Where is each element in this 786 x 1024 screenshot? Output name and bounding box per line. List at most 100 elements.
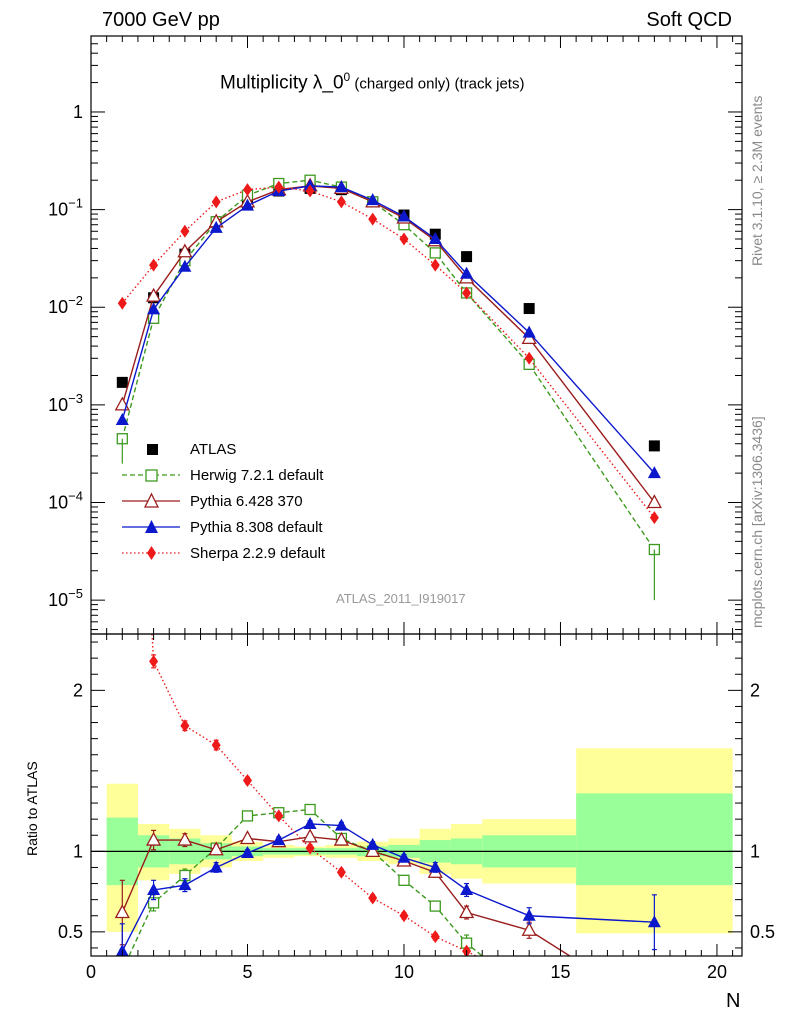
legend-item-pythia6: Pythia 6.428 370	[120, 488, 325, 514]
main-point-pythia-3	[366, 193, 380, 206]
main-point-atlas-0	[116, 376, 128, 388]
main-point-herwig-1	[429, 247, 441, 259]
ratio-point-pythia-1	[208, 841, 224, 856]
ratio-point-sherpa-3	[180, 719, 190, 733]
legend-label-pythia6: Pythia 6.428 370	[190, 492, 303, 510]
legend-label-sherpa: Sherpa 2.2.9 default	[190, 544, 326, 562]
main-point-sherpa-4	[305, 184, 315, 198]
main-point-pythia-3	[397, 209, 411, 222]
y-tick-label-base: 10	[48, 297, 68, 317]
legend-item-atlas: ATLAS	[120, 436, 325, 462]
ratio-point-pythia-2	[647, 915, 661, 928]
main-point-sherpa-4	[117, 296, 127, 310]
ratio-line-sherpa-3	[151, 634, 477, 956]
legend-label-atlas: ATLAS	[190, 440, 237, 458]
main-point-sherpa-4	[399, 232, 409, 246]
main-line-herwig-1	[121, 179, 655, 550]
ratio-point-sherpa-3	[211, 738, 221, 752]
y-tick-label: 10−3	[48, 391, 83, 415]
y-tick-label-base: 10	[48, 493, 68, 513]
main-line-pythia-3	[121, 185, 655, 474]
ratio-point-pythia-1	[239, 830, 256, 845]
main-point-sherpa-4	[649, 511, 659, 525]
main-point-pythia-2	[146, 287, 162, 302]
y-tick-label-base: 10	[48, 590, 68, 610]
analysis-category-label: Soft QCD	[646, 9, 732, 31]
ratio-point-pythia-2	[397, 850, 411, 863]
main-point-sherpa-4	[149, 258, 159, 272]
ratio-point-herwig-0	[241, 810, 254, 822]
ratio-y-tick-label-right: 0.5	[750, 922, 775, 942]
x-tick-label: 10	[394, 962, 414, 982]
main-point-pythia-3	[460, 266, 474, 279]
y-tick-label-exponent: −2	[68, 293, 83, 308]
x-tick-label: 15	[550, 962, 570, 982]
main-point-sherpa-4	[524, 351, 534, 365]
ratio-point-sherpa-3	[368, 891, 378, 905]
main-point-sherpa-4	[180, 224, 190, 238]
legend-symbol-atlas	[147, 444, 158, 455]
ratio-y-tick-label: 2	[73, 680, 83, 700]
ratio-point-herwig-0	[429, 900, 441, 912]
legend-item-sherpa: Sherpa 2.2.9 default	[120, 540, 325, 566]
legend-symbol-sherpa	[122, 546, 180, 560]
ratio-panel-series	[114, 634, 661, 956]
ratio-point-pythia-2	[303, 816, 317, 829]
ratio-point-sherpa-3	[399, 909, 409, 923]
main-point-atlas-0	[648, 440, 660, 452]
legend: ATLAS Herwig 7.2.1 default Pythia 6.428 …	[120, 436, 325, 566]
main-point-atlas-0	[461, 251, 473, 263]
y-tick-label-base: 1	[73, 102, 83, 122]
main-point-pythia-3	[178, 259, 192, 272]
y-tick-label-base: 10	[48, 200, 68, 220]
x-tick-label: 5	[242, 962, 252, 982]
ratio-point-herwig-0	[304, 803, 316, 816]
main-point-pythia-3	[209, 220, 223, 233]
ratio-y-tick-label: 1	[73, 841, 83, 861]
main-point-pythia-2	[646, 494, 662, 509]
main-point-atlas-0	[523, 303, 535, 315]
ratio-point-pythia-2	[460, 882, 474, 895]
x-tick-label: 0	[86, 962, 96, 982]
ratio-point-pythia-1	[146, 831, 162, 846]
rivet-version-label: Rivet 3.1.10, ≥ 2.3M events	[749, 95, 765, 266]
main-point-sherpa-4	[242, 183, 252, 197]
ratio-y-axis-label: Ratio to ATLAS	[24, 761, 40, 856]
ratio-point-pythia-2	[178, 878, 192, 891]
main-point-pythia-3	[240, 198, 254, 211]
main-point-sherpa-4	[336, 195, 346, 209]
main-point-pythia-3	[647, 466, 661, 479]
legend-symbol-pythia8	[122, 520, 180, 533]
ratio-y-tick-label-right: 1	[750, 841, 760, 861]
ratio-point-pythia-2	[334, 818, 348, 831]
main-point-pythia-3	[334, 180, 348, 193]
y-tick-label-base: 10	[48, 395, 68, 415]
main-point-pythia-3	[428, 231, 442, 244]
y-tick-label: 10−5	[48, 586, 83, 610]
title-suffix: (charged only) (track jets)	[350, 75, 525, 93]
ratio-point-pythia-1	[333, 831, 349, 846]
main-point-sherpa-4	[274, 180, 284, 194]
ratio-uncertainty-bands	[106, 748, 733, 934]
title-superscript: 0	[343, 70, 351, 84]
ratio-point-pythia-2	[272, 833, 286, 846]
main-point-sherpa-4	[462, 286, 472, 300]
ratio-point-sherpa-3	[430, 930, 440, 944]
y-tick-label-exponent: −4	[68, 489, 83, 504]
main-panel-series	[114, 174, 662, 601]
y-tick-label-exponent: −1	[68, 196, 83, 211]
main-point-pythia-2	[177, 243, 193, 258]
ratio-point-pythia-1	[114, 904, 130, 919]
ratio-y-tick-label-right: 2	[750, 680, 760, 700]
ratio-point-pythia-2	[428, 860, 442, 873]
y-tick-label-exponent: −3	[68, 391, 83, 406]
ratio-point-pythia-2	[209, 860, 223, 873]
y-tick-label: 10−1	[48, 196, 83, 220]
legend-label-herwig: Herwig 7.2.1 default	[190, 466, 324, 484]
ratio-panel-frame	[90, 633, 743, 957]
title-main: Multiplicity λ_0	[220, 72, 344, 94]
ratio-point-sherpa-3	[336, 865, 346, 879]
legend-label-pythia8: Pythia 8.308 default	[190, 518, 323, 536]
ratio-point-sherpa-3	[149, 654, 159, 668]
